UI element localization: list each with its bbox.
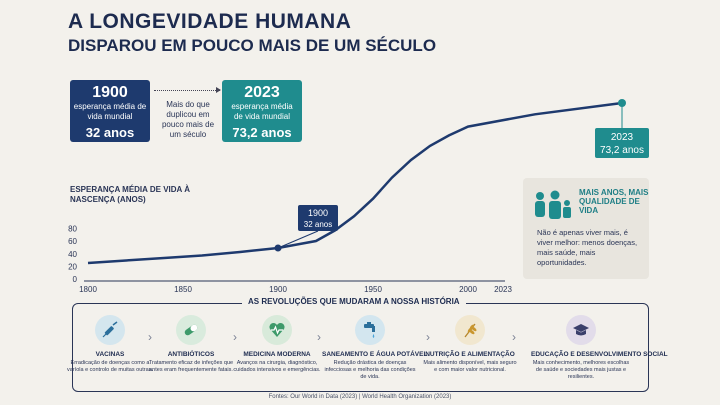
callout-year-1900: 1900 [308,208,328,218]
chevron-right-icon: › [317,330,321,344]
revolution-name: VACINAS [95,351,125,358]
revolution-name: NUTRIÇÃO E ALIMENTAÇÃO [425,351,515,358]
revolution-medicine: MEDICINA MODERNA Avanços na cirurgia, di… [229,315,325,374]
wheat-icon [455,315,485,345]
revolution-nutrition: NUTRIÇÃO E ALIMENTAÇÃO Mais alimento dis… [422,315,518,374]
revolution-education: EDUCAÇÃO E DESENVOLVIMENTO SOCIAL Mais c… [531,315,668,381]
doubling-note: Mais do que duplicou em pouco mais de um… [161,100,215,139]
revolution-desc: Mais alimento disponível, mais seguro e … [423,360,517,373]
page-title: A LONGEVIDADE HUMANA [68,10,352,33]
chevron-right-icon: › [148,330,152,344]
revolution-desc: Tratamento eficaz de infeções que antes … [148,360,234,373]
dotted-arrow [154,90,220,91]
y-tick-label: 60 [68,237,77,246]
chevron-right-icon: › [512,330,516,344]
callout-leader-1900 [277,230,319,249]
revolution-name: MEDICINA MODERNA [243,351,311,358]
x-tick-label: 1800 [79,285,97,294]
syringe-icon [95,315,125,345]
revolution-vaccines: VACINAS Erradicação de doenças como a va… [62,315,158,374]
stat-desc-line2: vida mundial [87,112,133,121]
chevron-right-icon: › [426,330,430,344]
revolution-desc: Redução drástica de doenças infecciosas … [324,360,416,380]
series-line [87,101,623,265]
panel-title: MAIS ANOS, MAIS QUALIDADE DE VIDA [579,188,649,215]
x-tick-label: 1900 [269,285,287,294]
graduation-cap-icon [566,315,596,345]
stat-value: 32 anos [85,125,135,140]
y-tick-label: 0 [73,275,78,284]
callout-year-2023: 2023 [611,132,634,143]
panel-text: Não é apenas viver mais, é viver melhor:… [537,228,638,267]
x-tick-label: 2000 [459,285,477,294]
stat-value: 73,2 anos [232,125,292,140]
stat-year: 1900 [92,84,128,101]
revolution-desc: Erradicação de doenças como a varíola e … [67,360,153,373]
revolution-name: ANTIBIÓTICOS [167,351,215,358]
callout-value-2023: 73,2 anos [600,145,644,156]
callout-value-1900: 32 anos [304,220,332,229]
callout-box-1900 [298,205,338,231]
revolution-name: EDUCAÇÃO E DESENVOLVIMENTO SOCIAL [531,351,668,358]
y-axis-label: ESPERANÇA MÉDIA DE VIDA À NASCENÇA (ANOS… [70,185,191,204]
x-tick-label: 2023 [494,285,512,294]
pill-icon [176,315,206,345]
stat-desc-line1: esperança média de [73,102,147,111]
arrow-head-icon [216,87,221,93]
stat-box-1900: 1900 esperança média de vida mundial 32 … [70,80,150,142]
family-icon [535,190,571,219]
stat-year: 2023 [244,84,280,101]
page-subtitle: DISPAROU EM POUCO MAIS DE UM SÉCULO [68,36,437,55]
y-tick-label: 20 [68,262,77,271]
chevron-right-icon: › [233,330,237,344]
revolution-desc: Mais conhecimento, melhores escolhas de … [532,360,630,380]
source-note: Fontes: Our World in Data (2023) | World… [268,394,452,400]
callout-box-2023 [595,128,649,158]
y-tick-label: 80 [68,225,77,234]
stat-desc-line1: esperança média [231,102,293,111]
revolutions-title: AS REVOLUÇÕES QUE MUDARAM A NOSSA HISTÓR… [242,297,466,306]
revolution-sanitation: SANEAMENTO E ÁGUA POTÁVEL Redução drásti… [322,315,428,381]
revolution-name: SANEAMENTO E ÁGUA POTÁVEL [322,351,428,358]
stat-box-2023: 2023 esperança média de vida mundial 73,… [222,80,302,142]
stat-desc-line2: de vida mundial [233,112,291,121]
water-tap-icon [355,315,385,345]
heart-pulse-icon [262,315,292,345]
quality-of-life-panel: MAIS ANOS, MAIS QUALIDADE DE VIDA Não é … [523,178,649,279]
revolution-desc: Avanços na cirurgia, diagnóstico, cuidad… [233,360,321,373]
x-tick-label: 1950 [364,285,382,294]
revolution-antibiotics: ANTIBIÓTICOS Tratamento eficaz de infeçõ… [143,315,239,374]
x-tick-label: 1850 [174,285,192,294]
y-tick-label: 40 [68,250,77,259]
